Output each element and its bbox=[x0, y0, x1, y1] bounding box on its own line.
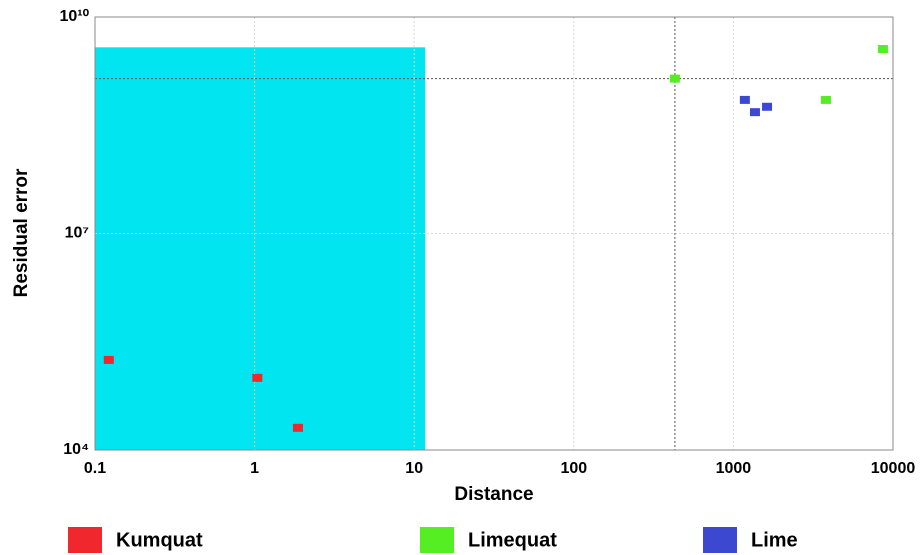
x-axis-title: Distance bbox=[454, 484, 533, 505]
x-tick-label: 0.1 bbox=[84, 460, 106, 477]
point bbox=[669, 74, 680, 83]
legend-label: Lime bbox=[751, 529, 798, 551]
x-tick-label: 10 bbox=[405, 460, 423, 477]
legend-swatch bbox=[68, 527, 102, 553]
point bbox=[252, 373, 263, 382]
y-tick-label: 10⁷ bbox=[65, 225, 89, 242]
x-tick-label: 10000 bbox=[871, 460, 916, 477]
legend-swatch bbox=[703, 527, 737, 553]
plot-frame bbox=[94, 16, 894, 451]
x-tick-label: 100 bbox=[560, 460, 587, 477]
legend-swatch bbox=[420, 527, 454, 553]
point bbox=[762, 102, 773, 111]
y-tick-label: 10⁴ bbox=[63, 441, 89, 458]
point bbox=[103, 355, 114, 364]
point bbox=[292, 423, 303, 432]
highlight-region bbox=[95, 47, 426, 450]
x-tick-label: 1000 bbox=[716, 460, 752, 477]
point bbox=[739, 95, 750, 104]
y-axis-title: Residual error bbox=[11, 168, 32, 297]
x-tick-label: 1 bbox=[250, 460, 259, 477]
legend-label: Kumquat bbox=[116, 529, 203, 551]
point bbox=[877, 45, 888, 54]
legend-label: Limequat bbox=[468, 529, 557, 551]
point bbox=[820, 95, 831, 104]
point bbox=[749, 108, 760, 117]
y-tick-label: 10¹⁰ bbox=[59, 8, 89, 25]
